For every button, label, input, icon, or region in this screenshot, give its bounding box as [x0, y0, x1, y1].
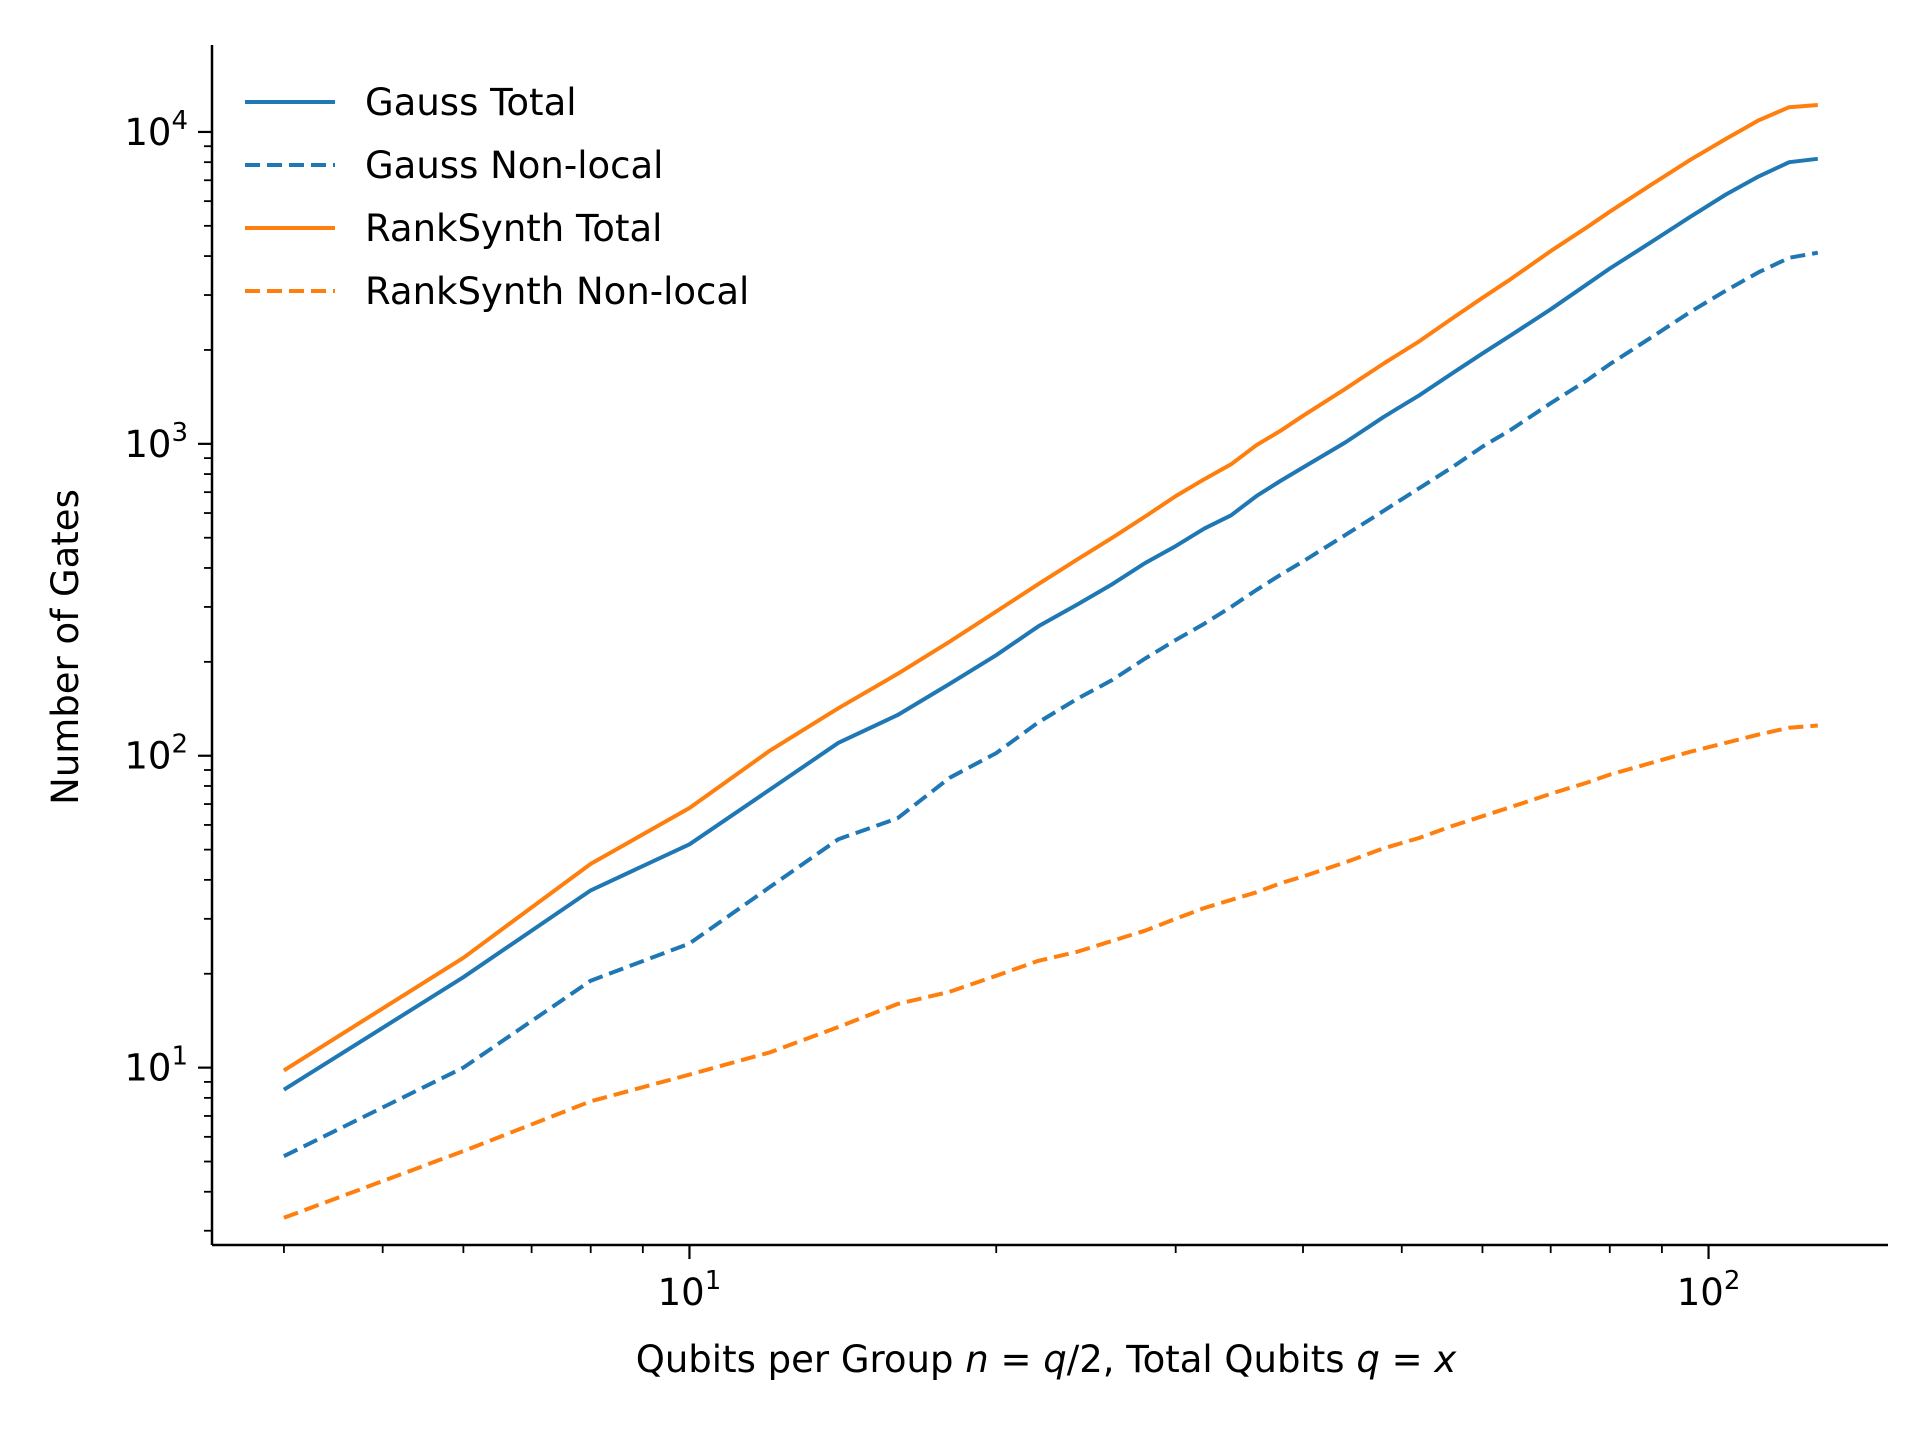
legend-label-0: Gauss Total: [365, 81, 577, 124]
legend-label-2: RankSynth Total: [365, 207, 662, 250]
series-line-3: [283, 723, 1818, 1220]
series-line-2: [282, 103, 1818, 1073]
x-tick-label: 101: [658, 1266, 722, 1314]
axes: 101 102 101 102 103 104: [124, 45, 1888, 1314]
legend-label-3: RankSynth Non-local: [365, 270, 749, 313]
y-axis-label: Number of Gates: [44, 489, 87, 805]
x-axis-label: Qubits per Group n = q/2, Total Qubits q…: [636, 1338, 1458, 1381]
legend-label-1: Gauss Non-local: [365, 144, 663, 187]
legend: Gauss Total Gauss Non-local RankSynth Tota…: [245, 81, 749, 313]
plot-area: [282, 103, 1819, 1220]
y-tick-label: 103: [124, 418, 188, 466]
series-line-0: [282, 156, 1819, 1092]
y-tick-label: 101: [124, 1042, 188, 1090]
x-tick-label: 102: [1677, 1266, 1741, 1314]
y-tick-label: 102: [124, 730, 188, 778]
series-line-1: [283, 250, 1819, 1158]
y-tick-label: 104: [124, 106, 188, 154]
